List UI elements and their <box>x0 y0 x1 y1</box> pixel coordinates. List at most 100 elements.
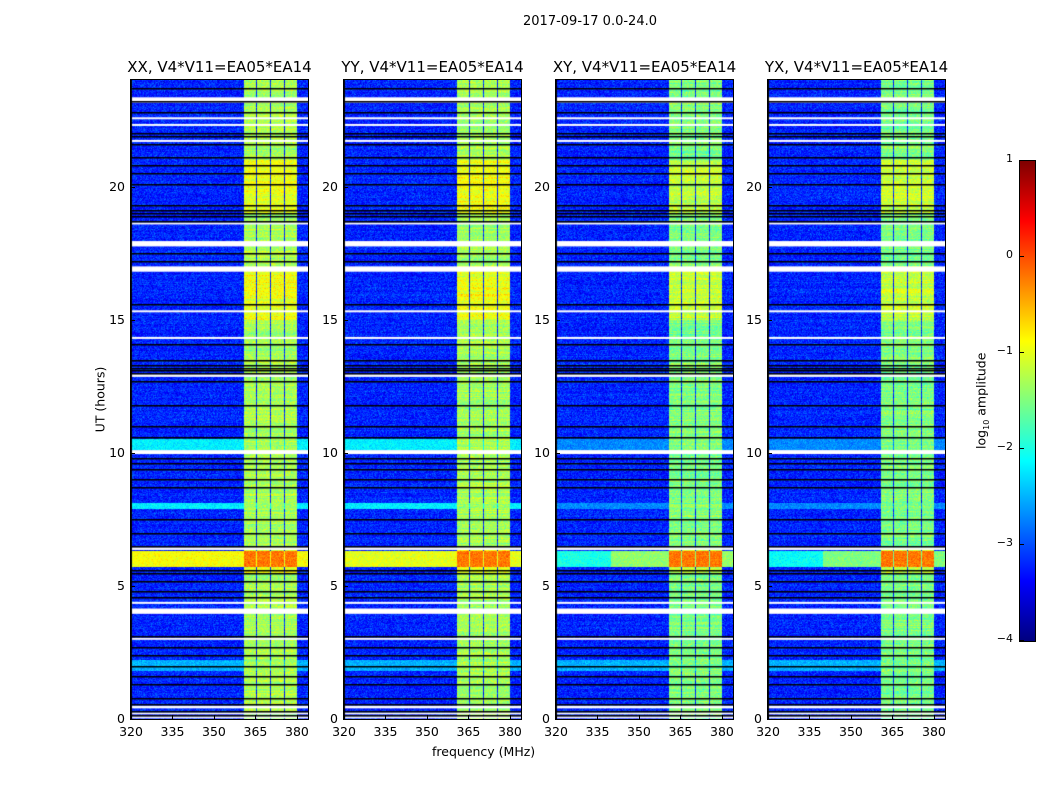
x-tick-mark <box>721 715 723 719</box>
x-tick-mark <box>509 715 511 719</box>
panel-title: YX, V4*V11=EA05*EA14 <box>764 58 949 76</box>
colorbar-tick-label: −2 <box>996 440 1013 453</box>
x-tick-mark <box>426 715 428 719</box>
y-tick-label: 5 <box>754 577 762 593</box>
y-tick-label: 15 <box>534 311 550 327</box>
colorbar-tick-label: 1 <box>1006 152 1013 165</box>
y-tick-mark <box>131 452 135 454</box>
y-tick-label: 0 <box>330 711 338 726</box>
x-tick-label: 380 <box>710 724 734 739</box>
y-tick-mark <box>768 452 772 454</box>
y-tick-label: 5 <box>330 577 338 593</box>
x-tick-label: 365 <box>456 724 481 739</box>
spectrogram-image <box>556 80 733 719</box>
x-tick-mark <box>385 715 387 719</box>
spectrogram-image <box>768 80 945 719</box>
y-tick-label: 10 <box>109 444 125 460</box>
colorbar-tick-mark <box>1020 352 1024 353</box>
x-tick-mark <box>556 715 557 719</box>
y-tick-label: 10 <box>534 444 550 460</box>
x-tick-mark <box>892 715 894 719</box>
spectrogram-panel <box>555 79 734 720</box>
x-tick-mark <box>597 715 599 719</box>
y-tick-label: 10 <box>322 444 338 460</box>
y-tick-mark <box>131 585 135 587</box>
y-tick-mark <box>556 186 560 188</box>
y-tick-mark <box>131 719 135 720</box>
x-tick-mark <box>344 715 345 719</box>
y-tick-label: 0 <box>754 711 762 726</box>
x-tick-label: 335 <box>373 724 398 739</box>
y-tick-label: 15 <box>746 311 762 327</box>
x-tick-label: 320 <box>544 724 568 739</box>
x-tick-mark <box>255 715 257 719</box>
x-tick-label: 350 <box>415 724 439 739</box>
y-tick-label: 20 <box>322 178 338 194</box>
x-tick-mark <box>172 715 174 719</box>
panel-title: YY, V4*V11=EA05*EA14 <box>341 58 524 76</box>
y-axis-label: UT (hours) <box>92 366 108 433</box>
y-tick-mark <box>768 319 772 321</box>
x-tick-label: 380 <box>922 724 946 739</box>
figure-title: 2017-09-17 0.0-24.0 <box>523 14 657 29</box>
x-tick-mark <box>213 715 215 719</box>
colorbar <box>1019 160 1036 642</box>
y-tick-label: 20 <box>534 178 550 194</box>
x-axis-label: frequency (MHz) <box>432 744 536 759</box>
x-tick-label: 335 <box>585 724 610 739</box>
spectrogram-image <box>131 80 308 719</box>
x-tick-label: 320 <box>119 724 143 739</box>
x-tick-mark <box>768 715 769 719</box>
x-tick-mark <box>296 715 298 719</box>
y-tick-label: 20 <box>746 178 762 194</box>
colorbar-tick-mark <box>1020 640 1024 641</box>
x-tick-label: 380 <box>498 724 522 739</box>
y-tick-mark <box>344 719 348 720</box>
x-tick-label: 320 <box>332 724 356 739</box>
spectrogram-panel <box>130 79 309 720</box>
y-tick-mark <box>768 585 772 587</box>
spectrogram-panel <box>767 79 946 720</box>
y-tick-label: 10 <box>746 444 762 460</box>
y-tick-mark <box>768 719 772 720</box>
x-tick-label: 350 <box>839 724 863 739</box>
y-tick-label: 0 <box>542 711 550 726</box>
y-tick-mark <box>768 186 772 188</box>
colorbar-tick-label: −3 <box>996 536 1013 549</box>
x-tick-label: 365 <box>880 724 905 739</box>
y-tick-mark <box>131 319 135 321</box>
colorbar-tick-mark <box>1020 256 1024 257</box>
panel-title: XX, V4*V11=EA05*EA14 <box>127 58 312 76</box>
x-tick-mark <box>638 715 640 719</box>
x-tick-label: 365 <box>668 724 693 739</box>
x-tick-label: 320 <box>756 724 780 739</box>
colorbar-tick-mark <box>1020 448 1024 449</box>
colorbar-tick-mark <box>1020 160 1024 161</box>
x-tick-label: 365 <box>243 724 268 739</box>
spectrogram-panel <box>343 79 522 720</box>
y-tick-label: 15 <box>109 311 125 327</box>
colorbar-tick-label: −4 <box>996 632 1013 645</box>
y-tick-mark <box>556 319 560 321</box>
y-tick-mark <box>556 719 560 720</box>
x-tick-mark <box>809 715 811 719</box>
panel-title: XY, V4*V11=EA05*EA14 <box>552 58 737 76</box>
x-tick-mark <box>131 715 132 719</box>
y-tick-label: 5 <box>542 577 550 593</box>
x-tick-label: 335 <box>160 724 185 739</box>
colorbar-tick-label: −1 <box>996 344 1013 357</box>
y-tick-mark <box>344 452 348 454</box>
x-tick-label: 380 <box>285 724 309 739</box>
x-tick-mark <box>680 715 682 719</box>
y-tick-label: 15 <box>322 311 338 327</box>
y-tick-label: 5 <box>117 577 125 593</box>
colorbar-tick-mark <box>1020 544 1024 545</box>
spectrogram-image <box>344 80 521 719</box>
y-tick-mark <box>556 452 560 454</box>
x-tick-mark <box>468 715 470 719</box>
x-tick-mark <box>850 715 852 719</box>
y-tick-mark <box>556 585 560 587</box>
x-tick-label: 335 <box>797 724 822 739</box>
y-tick-mark <box>344 319 348 321</box>
